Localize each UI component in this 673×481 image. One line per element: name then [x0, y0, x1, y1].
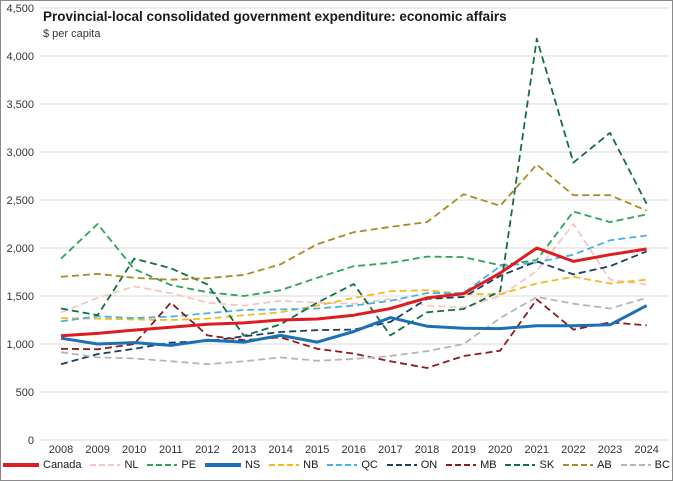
- legend-label-nl: NL: [124, 459, 139, 471]
- legend-label-qc: QC: [361, 459, 378, 471]
- legend-item-canada: Canada: [3, 459, 82, 471]
- x-tick-label-2014: 2014: [268, 444, 292, 456]
- legend-swatch-sk: [505, 463, 536, 467]
- legend-item-qc: QC: [327, 459, 378, 471]
- gridlines: [39, 7, 669, 441]
- legend-item-on: ON: [386, 459, 438, 471]
- legend-swatch-qc: [327, 463, 358, 467]
- x-tick-label-2019: 2019: [451, 444, 475, 456]
- x-tick-label-2018: 2018: [415, 444, 439, 456]
- series-line-mb: [60, 298, 647, 369]
- legend-swatch-pe: [147, 463, 178, 467]
- legend-label-canada: Canada: [43, 459, 82, 471]
- legend-item-sk: SK: [505, 459, 554, 471]
- legend-label-bc: BC: [654, 459, 670, 471]
- legend-swatch-bc: [620, 463, 651, 467]
- legend-item-ab: AB: [563, 459, 612, 471]
- legend-item-mb: MB: [446, 459, 497, 471]
- y-axis-tick-labels: 0 500 1,000 1,500 2,000 2,500 3,000 3,500 4,000 4…: [6, 3, 34, 447]
- series-line-on: [60, 250, 647, 366]
- x-tick-label-2023: 2023: [598, 444, 622, 456]
- chart-subtitle: $ per capita: [43, 28, 101, 40]
- chart-title: Provincial-local consolidated government…: [43, 9, 507, 24]
- x-tick-label-2015: 2015: [305, 444, 329, 456]
- x-tick-label-2010: 2010: [122, 444, 146, 456]
- series-line-qc: [60, 234, 647, 323]
- y-tick-label-1500: 1,500: [6, 291, 34, 303]
- y-tick-label-4500: 4,500: [6, 3, 34, 15]
- legend-swatch-ns: [204, 463, 241, 467]
- series-line-canada: [60, 246, 647, 338]
- y-tick-label-2000: 2,000: [6, 243, 34, 255]
- x-tick-label-2008: 2008: [49, 444, 73, 456]
- legend-swatch-mb: [446, 463, 477, 467]
- legend-label-pe: PE: [181, 459, 197, 471]
- series-line-sk: [60, 37, 648, 337]
- legend-label-sk: SK: [539, 459, 555, 471]
- x-tick-label-2024: 2024: [634, 444, 658, 456]
- legend-label-on: ON: [420, 459, 438, 471]
- series-line-ab: [60, 163, 647, 281]
- legend-swatch-on: [386, 463, 417, 467]
- x-tick-label-2013: 2013: [232, 444, 256, 456]
- legend-item-bc: BC: [620, 459, 670, 471]
- x-tick-label-2021: 2021: [525, 444, 549, 456]
- legend-label-nb: NB: [303, 459, 319, 471]
- x-tick-label-2022: 2022: [561, 444, 585, 456]
- legend-label-mb: MB: [480, 459, 497, 471]
- series-line-ns: [60, 304, 648, 347]
- legend-swatch-ab: [563, 463, 594, 467]
- legend-swatch-nl: [90, 463, 121, 467]
- x-tick-label-2009: 2009: [85, 444, 109, 456]
- y-tick-label-4000: 4,000: [6, 51, 34, 63]
- y-tick-label-2500: 2,500: [6, 195, 34, 207]
- x-tick-label-2012: 2012: [195, 444, 219, 456]
- y-tick-label-1000: 1,000: [6, 339, 34, 351]
- x-tick-label-2016: 2016: [342, 444, 366, 456]
- x-tick-label-2011: 2011: [159, 444, 183, 456]
- x-axis-tick-labels: 2008 2009 2010 2011 2012 2013 2014 2015 2016 2017…: [49, 444, 659, 456]
- y-tick-label-0: 0: [28, 435, 34, 447]
- legend-swatch-canada: [3, 463, 39, 467]
- x-tick-label-2017: 2017: [378, 444, 402, 456]
- y-tick-label-3000: 3,000: [6, 147, 34, 159]
- legend-label-ns: NS: [244, 459, 261, 471]
- legend-item-nb: NB: [269, 459, 318, 471]
- legend-item-pe: PE: [147, 459, 196, 471]
- line-chart: 0 500 1,000 1,500 2,000 2,500 3,000 3,500 4,000 4…: [6, 3, 669, 456]
- legend-label-ab: AB: [597, 459, 612, 471]
- legend-swatch-nb: [269, 463, 300, 467]
- legend-item-nl: NL: [90, 459, 139, 471]
- x-tick-label-2020: 2020: [488, 444, 512, 456]
- y-tick-label-3500: 3,500: [6, 99, 34, 111]
- series-lines: [60, 37, 648, 369]
- legend-item-ns: NS: [204, 459, 261, 471]
- series-line-nl: [60, 223, 647, 314]
- y-tick-label-500: 500: [16, 387, 34, 399]
- series-line-pe: [60, 210, 647, 297]
- chart-legend: Canada NL PE NS NB QC ON MB SK AB BC: [3, 459, 670, 471]
